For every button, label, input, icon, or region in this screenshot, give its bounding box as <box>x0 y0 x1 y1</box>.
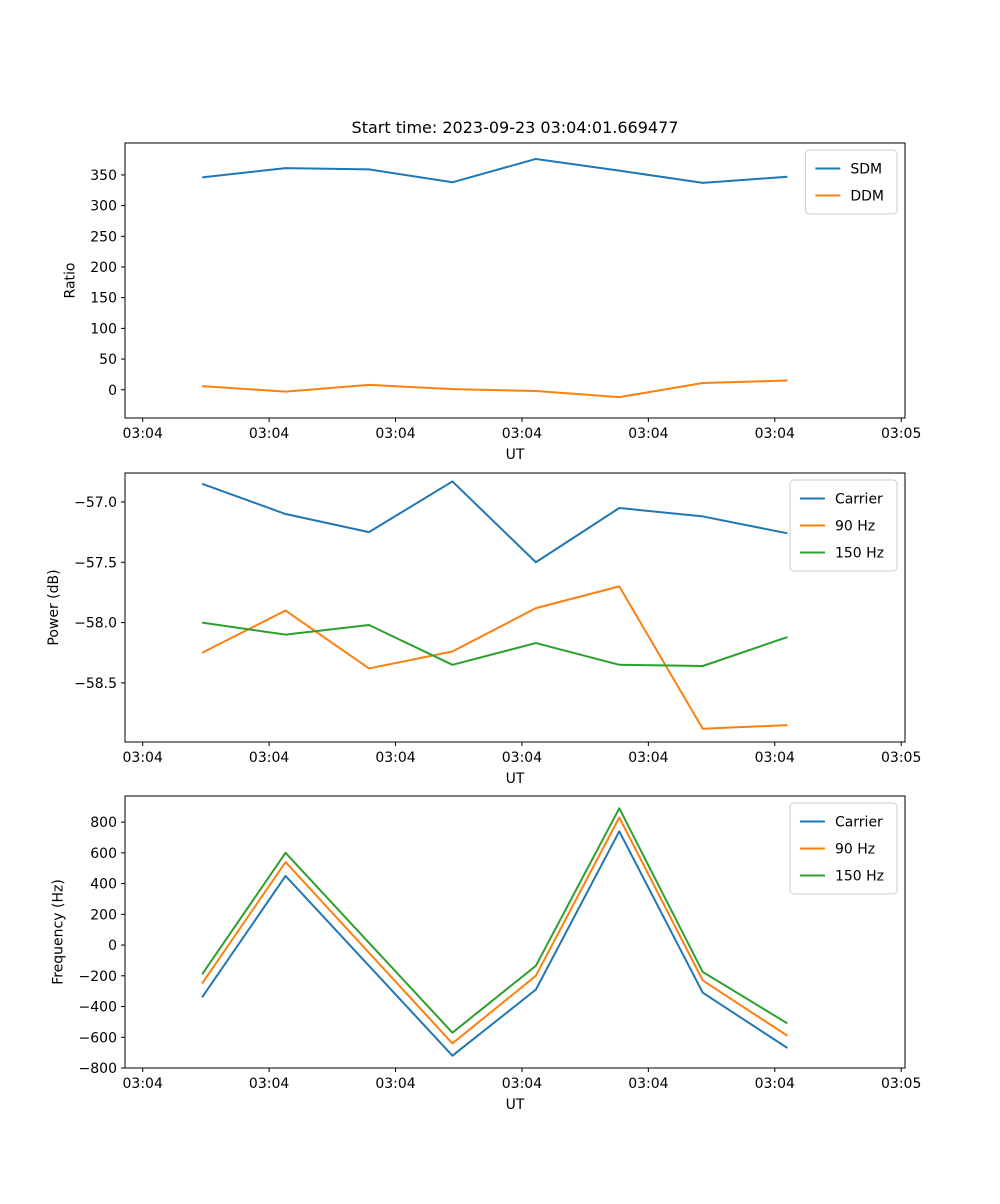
y-tick-label: 350 <box>90 168 117 184</box>
x-tick-label: 03:04 <box>502 1076 542 1092</box>
y-tick-label: 250 <box>90 229 117 245</box>
x-tick-label: 03:05 <box>881 1076 921 1092</box>
series-line-150-hz <box>201 807 788 1034</box>
y-tick-label: −800 <box>79 1061 117 1077</box>
x-tick-label: 03:04 <box>123 426 163 442</box>
series-line-90-hz <box>201 585 788 730</box>
x-tick-label: 03:05 <box>881 426 921 442</box>
y-tick-label: −400 <box>79 1000 117 1016</box>
legend-label: 90 Hz <box>835 842 875 858</box>
y-tick-label: −200 <box>79 969 117 985</box>
y-tick-label: 50 <box>99 352 117 368</box>
y-tick-label: 800 <box>90 815 117 831</box>
y-tick-label: −57.0 <box>74 495 117 511</box>
x-tick-label: 03:04 <box>375 750 415 766</box>
y-tick-label: 400 <box>90 877 117 893</box>
y-axis-label: Ratio <box>62 263 78 299</box>
y-tick-label: 600 <box>90 846 117 862</box>
y-tick-label: −600 <box>79 1030 117 1046</box>
legend-label: 90 Hz <box>835 519 875 535</box>
y-tick-label: −57.5 <box>74 555 117 571</box>
x-axis-label: UT <box>506 771 525 787</box>
series-line-150-hz <box>201 621 788 667</box>
x-tick-label: 03:04 <box>628 750 668 766</box>
y-axis-label: Frequency (Hz) <box>51 879 67 985</box>
legend-box <box>804 149 898 215</box>
series-line-carrier <box>201 830 788 1057</box>
legend-box <box>789 479 898 572</box>
legend-box <box>789 802 898 895</box>
x-tick-label: 03:04 <box>502 426 542 442</box>
x-tick-label: 03:04 <box>628 1076 668 1092</box>
x-tick-label: 03:05 <box>881 750 921 766</box>
x-tick-label: 03:04 <box>123 750 163 766</box>
x-tick-label: 03:04 <box>755 426 795 442</box>
axes-frame <box>124 472 906 743</box>
x-axis-label: UT <box>506 1097 525 1113</box>
x-tick-label: 03:04 <box>249 426 289 442</box>
legend-label: SDM <box>850 162 882 178</box>
series-line-sdm <box>202 157 788 184</box>
y-tick-label: 200 <box>90 907 117 923</box>
legend: Carrier 90 Hz 150 Hz <box>789 802 898 895</box>
subplot-2: −57.0 −57.5 −58.0 −58.5 03:04 03:04 03:04 03:04… <box>46 472 921 787</box>
legend-label: DDM <box>850 189 884 205</box>
y-tick-label: −58.0 <box>74 616 117 632</box>
x-tick-label: 03:04 <box>249 750 289 766</box>
y-tick-label: 100 <box>90 321 117 337</box>
series-line-ddm <box>202 379 788 399</box>
legend-label: 150 Hz <box>835 546 884 562</box>
y-tick-label: 300 <box>90 199 117 215</box>
y-tick-label: 0 <box>108 383 117 399</box>
axes-frame <box>124 142 906 419</box>
chart-title: Start time: 2023-09-23 03:04:01.669477 <box>352 118 679 137</box>
axes-frame <box>124 795 906 1069</box>
x-tick-label: 03:04 <box>755 750 795 766</box>
x-tick-label: 03:04 <box>123 1076 163 1092</box>
x-tick-label: 03:04 <box>628 426 668 442</box>
y-tick-label: −58.5 <box>74 676 117 692</box>
y-tick-label: 0 <box>108 938 117 954</box>
legend-label: Carrier <box>835 492 883 508</box>
subplot-1: Start time: 2023-09-23 03:04:01.669477 0 5… <box>62 118 921 463</box>
x-tick-label: 03:04 <box>249 1076 289 1092</box>
legend: SDM DDM <box>804 149 898 215</box>
x-tick-label: 03:04 <box>375 1076 415 1092</box>
x-axis-label: UT <box>506 447 525 463</box>
y-tick-label: 200 <box>90 260 117 276</box>
x-tick-label: 03:04 <box>375 426 415 442</box>
legend: Carrier 90 Hz 150 Hz <box>789 479 898 572</box>
subplot-3: −800 −600 −400 −200 0 200 400 600 800 03:04 03:04 0… <box>51 795 921 1113</box>
x-tick-label: 03:04 <box>502 750 542 766</box>
x-tick-label: 03:04 <box>755 1076 795 1092</box>
series-line-carrier <box>201 480 788 564</box>
legend-label: 150 Hz <box>835 869 884 885</box>
series-line-90-hz <box>201 816 788 1045</box>
y-axis-label: Power (dB) <box>46 569 62 645</box>
y-tick-label: 150 <box>90 291 117 307</box>
legend-label: Carrier <box>835 815 883 831</box>
